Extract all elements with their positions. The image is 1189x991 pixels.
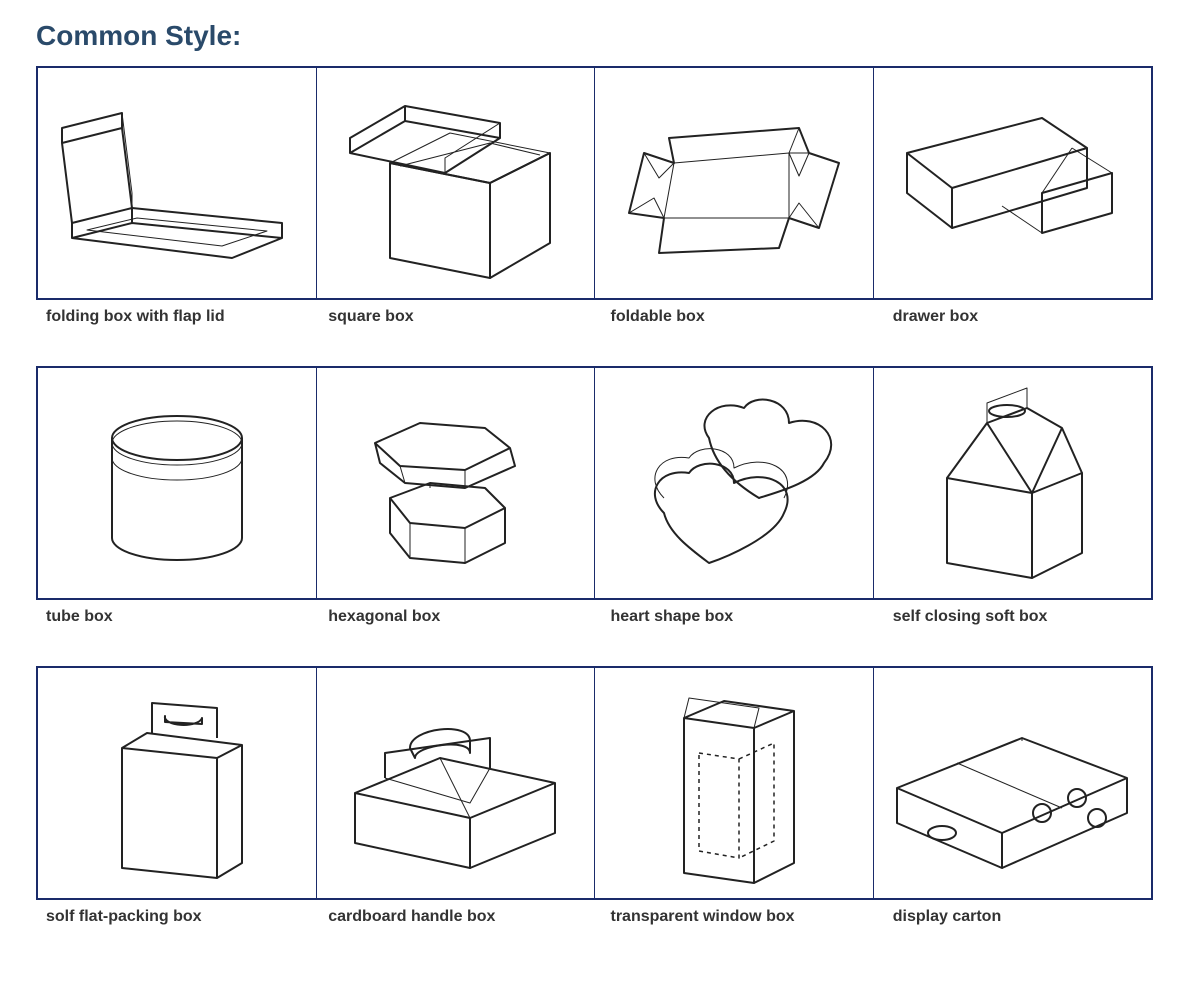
self-closing-soft-box-icon xyxy=(912,378,1112,588)
label-drawer-box: drawer box xyxy=(871,308,1153,326)
style-cell-solf-flat-packing-box xyxy=(38,668,317,898)
label-transparent-window-box: transparent window box xyxy=(589,908,871,926)
style-cell-heart-shape-box xyxy=(595,368,874,598)
style-cell-folding-box-flap-lid xyxy=(38,68,317,298)
style-row-2 xyxy=(36,366,1153,600)
solf-flat-packing-box-icon xyxy=(77,678,277,888)
style-cell-cardboard-handle-box xyxy=(317,668,596,898)
heart-shape-box-icon xyxy=(614,383,854,583)
labels-row-1: folding box with flap lid square box fol… xyxy=(36,308,1153,326)
label-square-box: square box xyxy=(306,308,588,326)
section-title: Common Style: xyxy=(36,20,1153,52)
style-row-3 xyxy=(36,666,1153,900)
display-carton-icon xyxy=(882,693,1142,873)
labels-row-2: tube box hexagonal box heart shape box s… xyxy=(36,608,1153,626)
label-cardboard-handle-box: cardboard handle box xyxy=(306,908,588,926)
foldable-box-icon xyxy=(609,98,859,268)
labels-row-3: solf flat-packing box cardboard handle b… xyxy=(36,908,1153,926)
folding-box-flap-lid-icon xyxy=(52,88,302,278)
style-cell-square-box xyxy=(317,68,596,298)
style-cell-drawer-box xyxy=(874,68,1152,298)
hexagonal-box-icon xyxy=(335,388,575,578)
label-display-carton: display carton xyxy=(871,908,1153,926)
label-folding-box-flap-lid: folding box with flap lid xyxy=(36,308,306,326)
style-cell-hexagonal-box xyxy=(317,368,596,598)
label-foldable-box: foldable box xyxy=(589,308,871,326)
label-hexagonal-box: hexagonal box xyxy=(306,608,588,626)
style-cell-tube-box xyxy=(38,368,317,598)
style-cell-foldable-box xyxy=(595,68,874,298)
label-tube-box: tube box xyxy=(36,608,306,626)
style-cell-display-carton xyxy=(874,668,1152,898)
cardboard-handle-box-icon xyxy=(330,683,580,883)
transparent-window-box-icon xyxy=(644,673,824,893)
style-cell-self-closing-soft-box xyxy=(874,368,1152,598)
tube-box-icon xyxy=(87,388,267,578)
label-heart-shape-box: heart shape box xyxy=(589,608,871,626)
style-cell-transparent-window-box xyxy=(595,668,874,898)
style-row-1 xyxy=(36,66,1153,300)
label-self-closing-soft-box: self closing soft box xyxy=(871,608,1153,626)
square-box-icon xyxy=(340,83,570,283)
label-solf-flat-packing-box: solf flat-packing box xyxy=(36,908,306,926)
drawer-box-icon xyxy=(887,98,1137,268)
